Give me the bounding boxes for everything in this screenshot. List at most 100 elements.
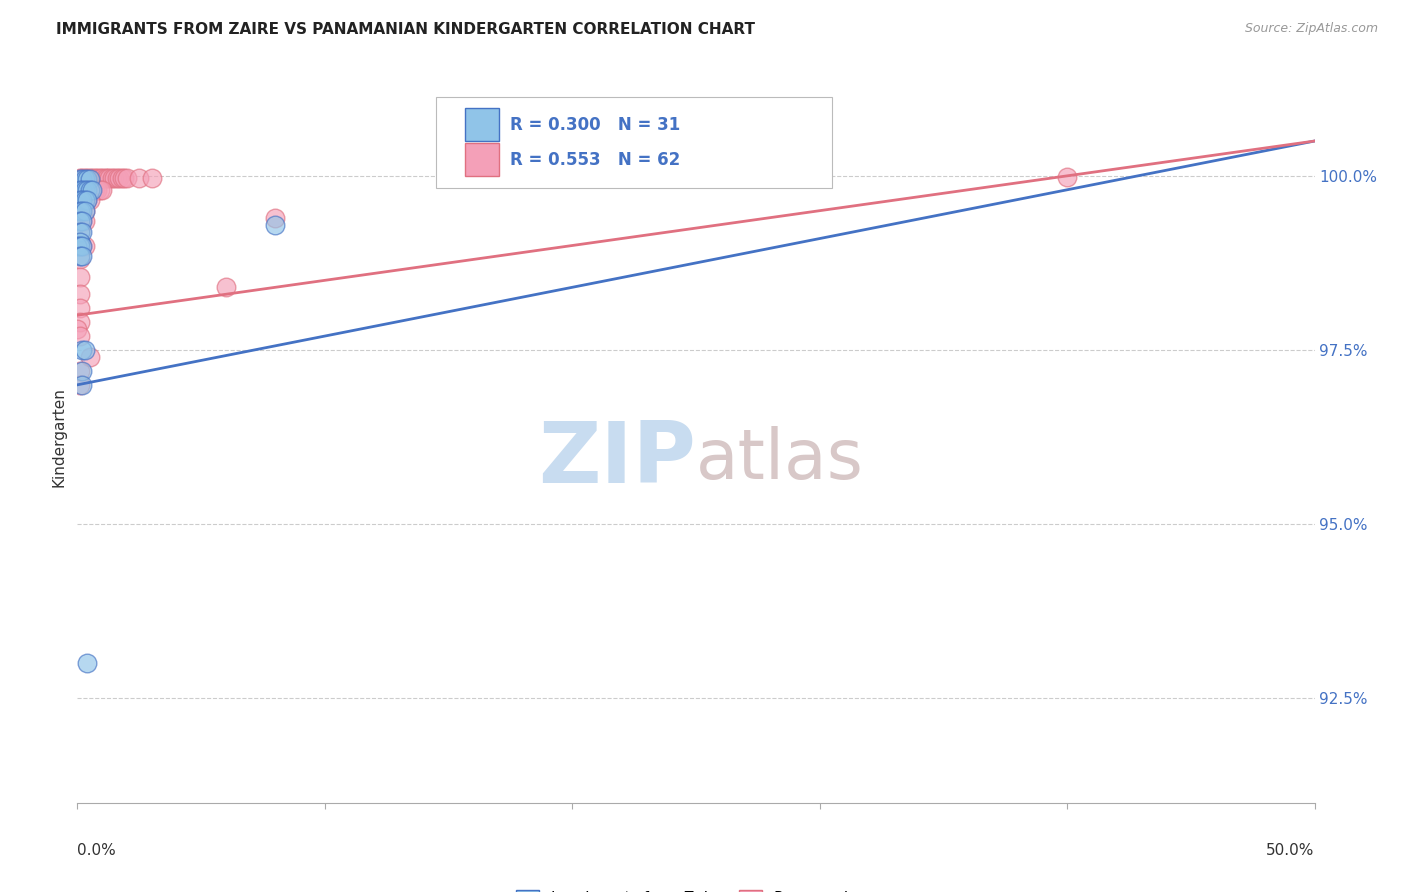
Point bbox=[79, 350, 101, 364]
Point bbox=[69, 183, 91, 197]
Y-axis label: Kindergarten: Kindergarten bbox=[51, 387, 66, 487]
Point bbox=[72, 214, 94, 228]
Point bbox=[69, 225, 91, 239]
Text: R = 0.300   N = 31: R = 0.300 N = 31 bbox=[510, 116, 681, 134]
FancyBboxPatch shape bbox=[464, 108, 499, 141]
Point bbox=[72, 343, 94, 357]
Point bbox=[76, 193, 98, 207]
Point bbox=[69, 238, 91, 252]
Point bbox=[69, 203, 91, 218]
Point bbox=[69, 183, 91, 197]
Point bbox=[69, 235, 91, 249]
Point bbox=[72, 238, 94, 252]
Point bbox=[72, 214, 94, 228]
Point bbox=[1056, 170, 1078, 185]
Point bbox=[76, 657, 98, 671]
Point bbox=[91, 170, 114, 185]
FancyBboxPatch shape bbox=[464, 143, 499, 176]
Point bbox=[72, 225, 94, 239]
Point bbox=[101, 170, 124, 185]
FancyBboxPatch shape bbox=[436, 97, 832, 188]
Point bbox=[79, 183, 101, 197]
Point bbox=[264, 218, 287, 232]
Point bbox=[73, 203, 96, 218]
Text: 0.0%: 0.0% bbox=[77, 843, 117, 858]
Point bbox=[82, 183, 104, 197]
Point bbox=[72, 183, 94, 197]
Point bbox=[73, 183, 96, 197]
Point bbox=[215, 280, 238, 294]
Point bbox=[105, 170, 128, 185]
Point bbox=[72, 193, 94, 207]
Point bbox=[73, 183, 96, 197]
Point bbox=[76, 193, 98, 207]
Text: 50.0%: 50.0% bbox=[1267, 843, 1315, 858]
Point bbox=[72, 249, 94, 263]
Point bbox=[79, 172, 101, 186]
Legend: Immigrants from Zaire, Panamanians: Immigrants from Zaire, Panamanians bbox=[510, 884, 882, 892]
Point bbox=[72, 183, 94, 197]
Point bbox=[82, 183, 104, 197]
Point bbox=[72, 238, 94, 252]
Point bbox=[69, 170, 91, 185]
Point bbox=[83, 170, 105, 185]
Point bbox=[76, 172, 98, 186]
Point bbox=[73, 193, 96, 207]
Point bbox=[73, 238, 96, 252]
Point bbox=[69, 287, 91, 301]
Point bbox=[69, 377, 91, 392]
Point bbox=[82, 170, 104, 185]
Text: R = 0.553   N = 62: R = 0.553 N = 62 bbox=[510, 151, 681, 169]
Point bbox=[76, 183, 98, 197]
Point bbox=[103, 170, 125, 185]
Point bbox=[73, 343, 96, 357]
Text: Source: ZipAtlas.com: Source: ZipAtlas.com bbox=[1244, 22, 1378, 36]
Point bbox=[108, 170, 131, 185]
Point bbox=[89, 170, 111, 185]
Point bbox=[91, 183, 114, 197]
Point bbox=[72, 364, 94, 378]
Point bbox=[72, 203, 94, 218]
Point bbox=[73, 203, 96, 218]
Point bbox=[69, 301, 91, 316]
Text: atlas: atlas bbox=[696, 425, 863, 492]
Point bbox=[69, 203, 91, 218]
Text: IMMIGRANTS FROM ZAIRE VS PANAMANIAN KINDERGARTEN CORRELATION CHART: IMMIGRANTS FROM ZAIRE VS PANAMANIAN KIND… bbox=[56, 22, 755, 37]
Point bbox=[72, 377, 94, 392]
Point bbox=[69, 193, 91, 207]
Point bbox=[69, 172, 91, 186]
Point bbox=[128, 170, 150, 185]
Point bbox=[76, 170, 98, 185]
Point bbox=[73, 214, 96, 228]
Point bbox=[69, 269, 91, 284]
Point bbox=[89, 183, 111, 197]
Point bbox=[66, 238, 89, 252]
Point bbox=[72, 170, 94, 185]
Point bbox=[69, 214, 91, 228]
Point bbox=[79, 193, 101, 207]
Point bbox=[98, 170, 121, 185]
Point bbox=[83, 183, 105, 197]
Point bbox=[69, 364, 91, 378]
Point bbox=[69, 249, 91, 263]
Point bbox=[86, 183, 108, 197]
Text: ZIP: ZIP bbox=[538, 417, 696, 500]
Point bbox=[69, 329, 91, 343]
Point bbox=[72, 172, 94, 186]
Point bbox=[69, 315, 91, 329]
Point bbox=[69, 193, 91, 207]
Point bbox=[79, 183, 101, 197]
Point bbox=[73, 170, 96, 185]
Point bbox=[96, 170, 118, 185]
Point bbox=[69, 235, 91, 249]
Point bbox=[73, 193, 96, 207]
Point bbox=[72, 203, 94, 218]
Point bbox=[69, 214, 91, 228]
Point bbox=[79, 170, 101, 185]
Point bbox=[115, 170, 138, 185]
Point bbox=[86, 170, 108, 185]
Point bbox=[73, 172, 96, 186]
Point bbox=[76, 183, 98, 197]
Point bbox=[69, 225, 91, 239]
Point bbox=[93, 170, 115, 185]
